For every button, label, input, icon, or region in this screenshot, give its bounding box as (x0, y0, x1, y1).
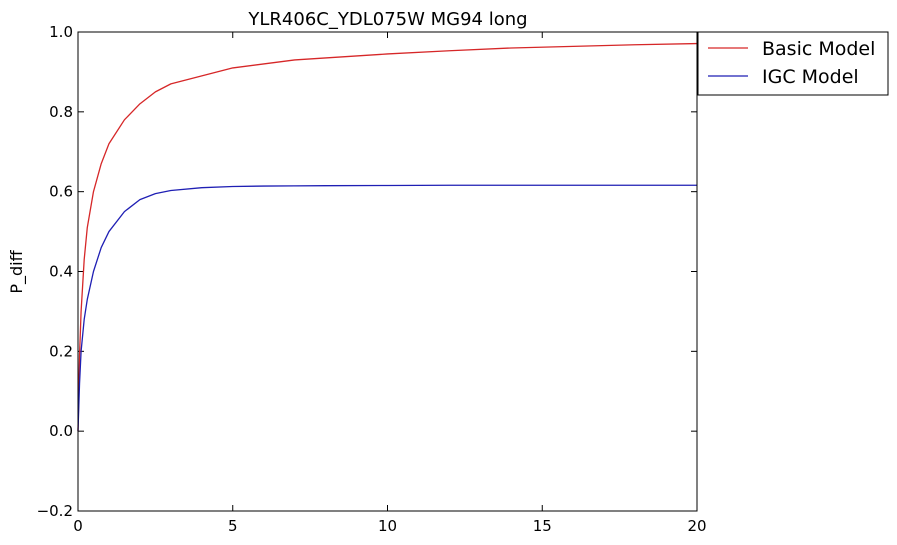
tick-labels: 0 5 10 15 20 −0.2 0.0 0.2 0.4 0.6 0.8 1.0 (37, 23, 707, 535)
chart-title: YLR406C_YDL075W MG94 long (247, 9, 527, 30)
legend-label-basic-model: Basic Model (762, 38, 875, 60)
y-tick-label: 0.2 (49, 342, 73, 360)
y-tick-label: 0.0 (49, 422, 73, 440)
x-tick-label: 15 (533, 517, 552, 535)
x-tick-label: 5 (228, 517, 238, 535)
x-tick-label: 20 (687, 517, 706, 535)
legend-label-igc-model: IGC Model (762, 66, 859, 88)
legend: Basic Model IGC Model (697, 31, 889, 96)
series-line-basic-model (77, 42, 698, 432)
y-tick-label: 0.8 (49, 103, 73, 121)
x-tick-label: 10 (378, 517, 397, 535)
y-tick-label: 1.0 (49, 23, 73, 41)
y-tick-label: 0.6 (49, 183, 73, 201)
series-lines (77, 42, 698, 432)
legend-box (697, 31, 889, 96)
plot-frame (77, 31, 698, 512)
y-tick-label: 0.4 (49, 263, 73, 281)
y-axis-label: P_diff (7, 249, 27, 293)
y-tick-label: −0.2 (37, 502, 73, 520)
axis-ticks (77, 31, 698, 512)
series-line-igc-model (77, 184, 697, 432)
x-tick-label: 0 (73, 517, 83, 535)
